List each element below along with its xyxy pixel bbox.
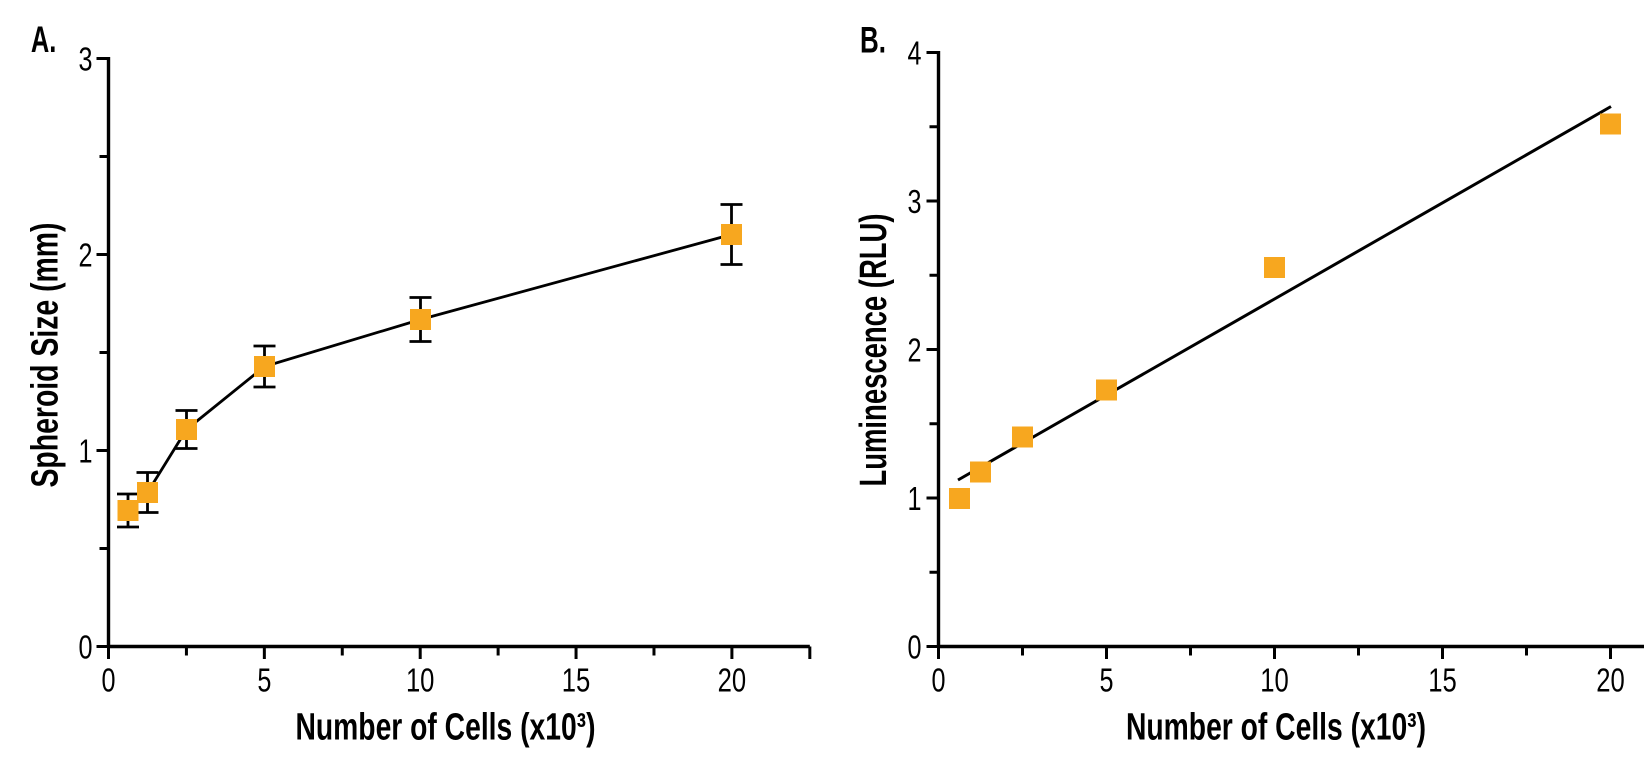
svg-text:4: 4 [908, 35, 922, 72]
svg-text:15: 15 [562, 662, 591, 699]
svg-text:0: 0 [102, 662, 116, 699]
svg-text:10: 10 [1260, 662, 1289, 699]
svg-text:0: 0 [79, 629, 93, 666]
svg-text:A.: A. [31, 19, 57, 60]
svg-text:2: 2 [908, 332, 922, 369]
svg-text:0: 0 [908, 629, 922, 666]
svg-text:20: 20 [1596, 662, 1625, 699]
svg-text:0: 0 [932, 662, 946, 699]
svg-text:15: 15 [1428, 662, 1457, 699]
svg-text:Number of Cells (x10³): Number of Cells (x10³) [1126, 707, 1426, 749]
svg-text:3: 3 [79, 41, 93, 78]
svg-text:B.: B. [860, 20, 886, 61]
svg-text:Spheroid Size (mm): Spheroid Size (mm) [25, 223, 67, 488]
svg-text:1: 1 [908, 480, 922, 517]
svg-text:Luminescence (RLU): Luminescence (RLU) [853, 214, 895, 487]
svg-text:3: 3 [908, 183, 922, 220]
svg-text:5: 5 [257, 662, 271, 699]
svg-text:5: 5 [1100, 662, 1114, 699]
svg-text:1: 1 [79, 433, 93, 470]
svg-text:10: 10 [406, 662, 435, 699]
svg-text:2: 2 [79, 237, 93, 274]
svg-text:20: 20 [718, 662, 747, 699]
svg-text:Number of Cells (x10³): Number of Cells (x10³) [296, 707, 596, 749]
